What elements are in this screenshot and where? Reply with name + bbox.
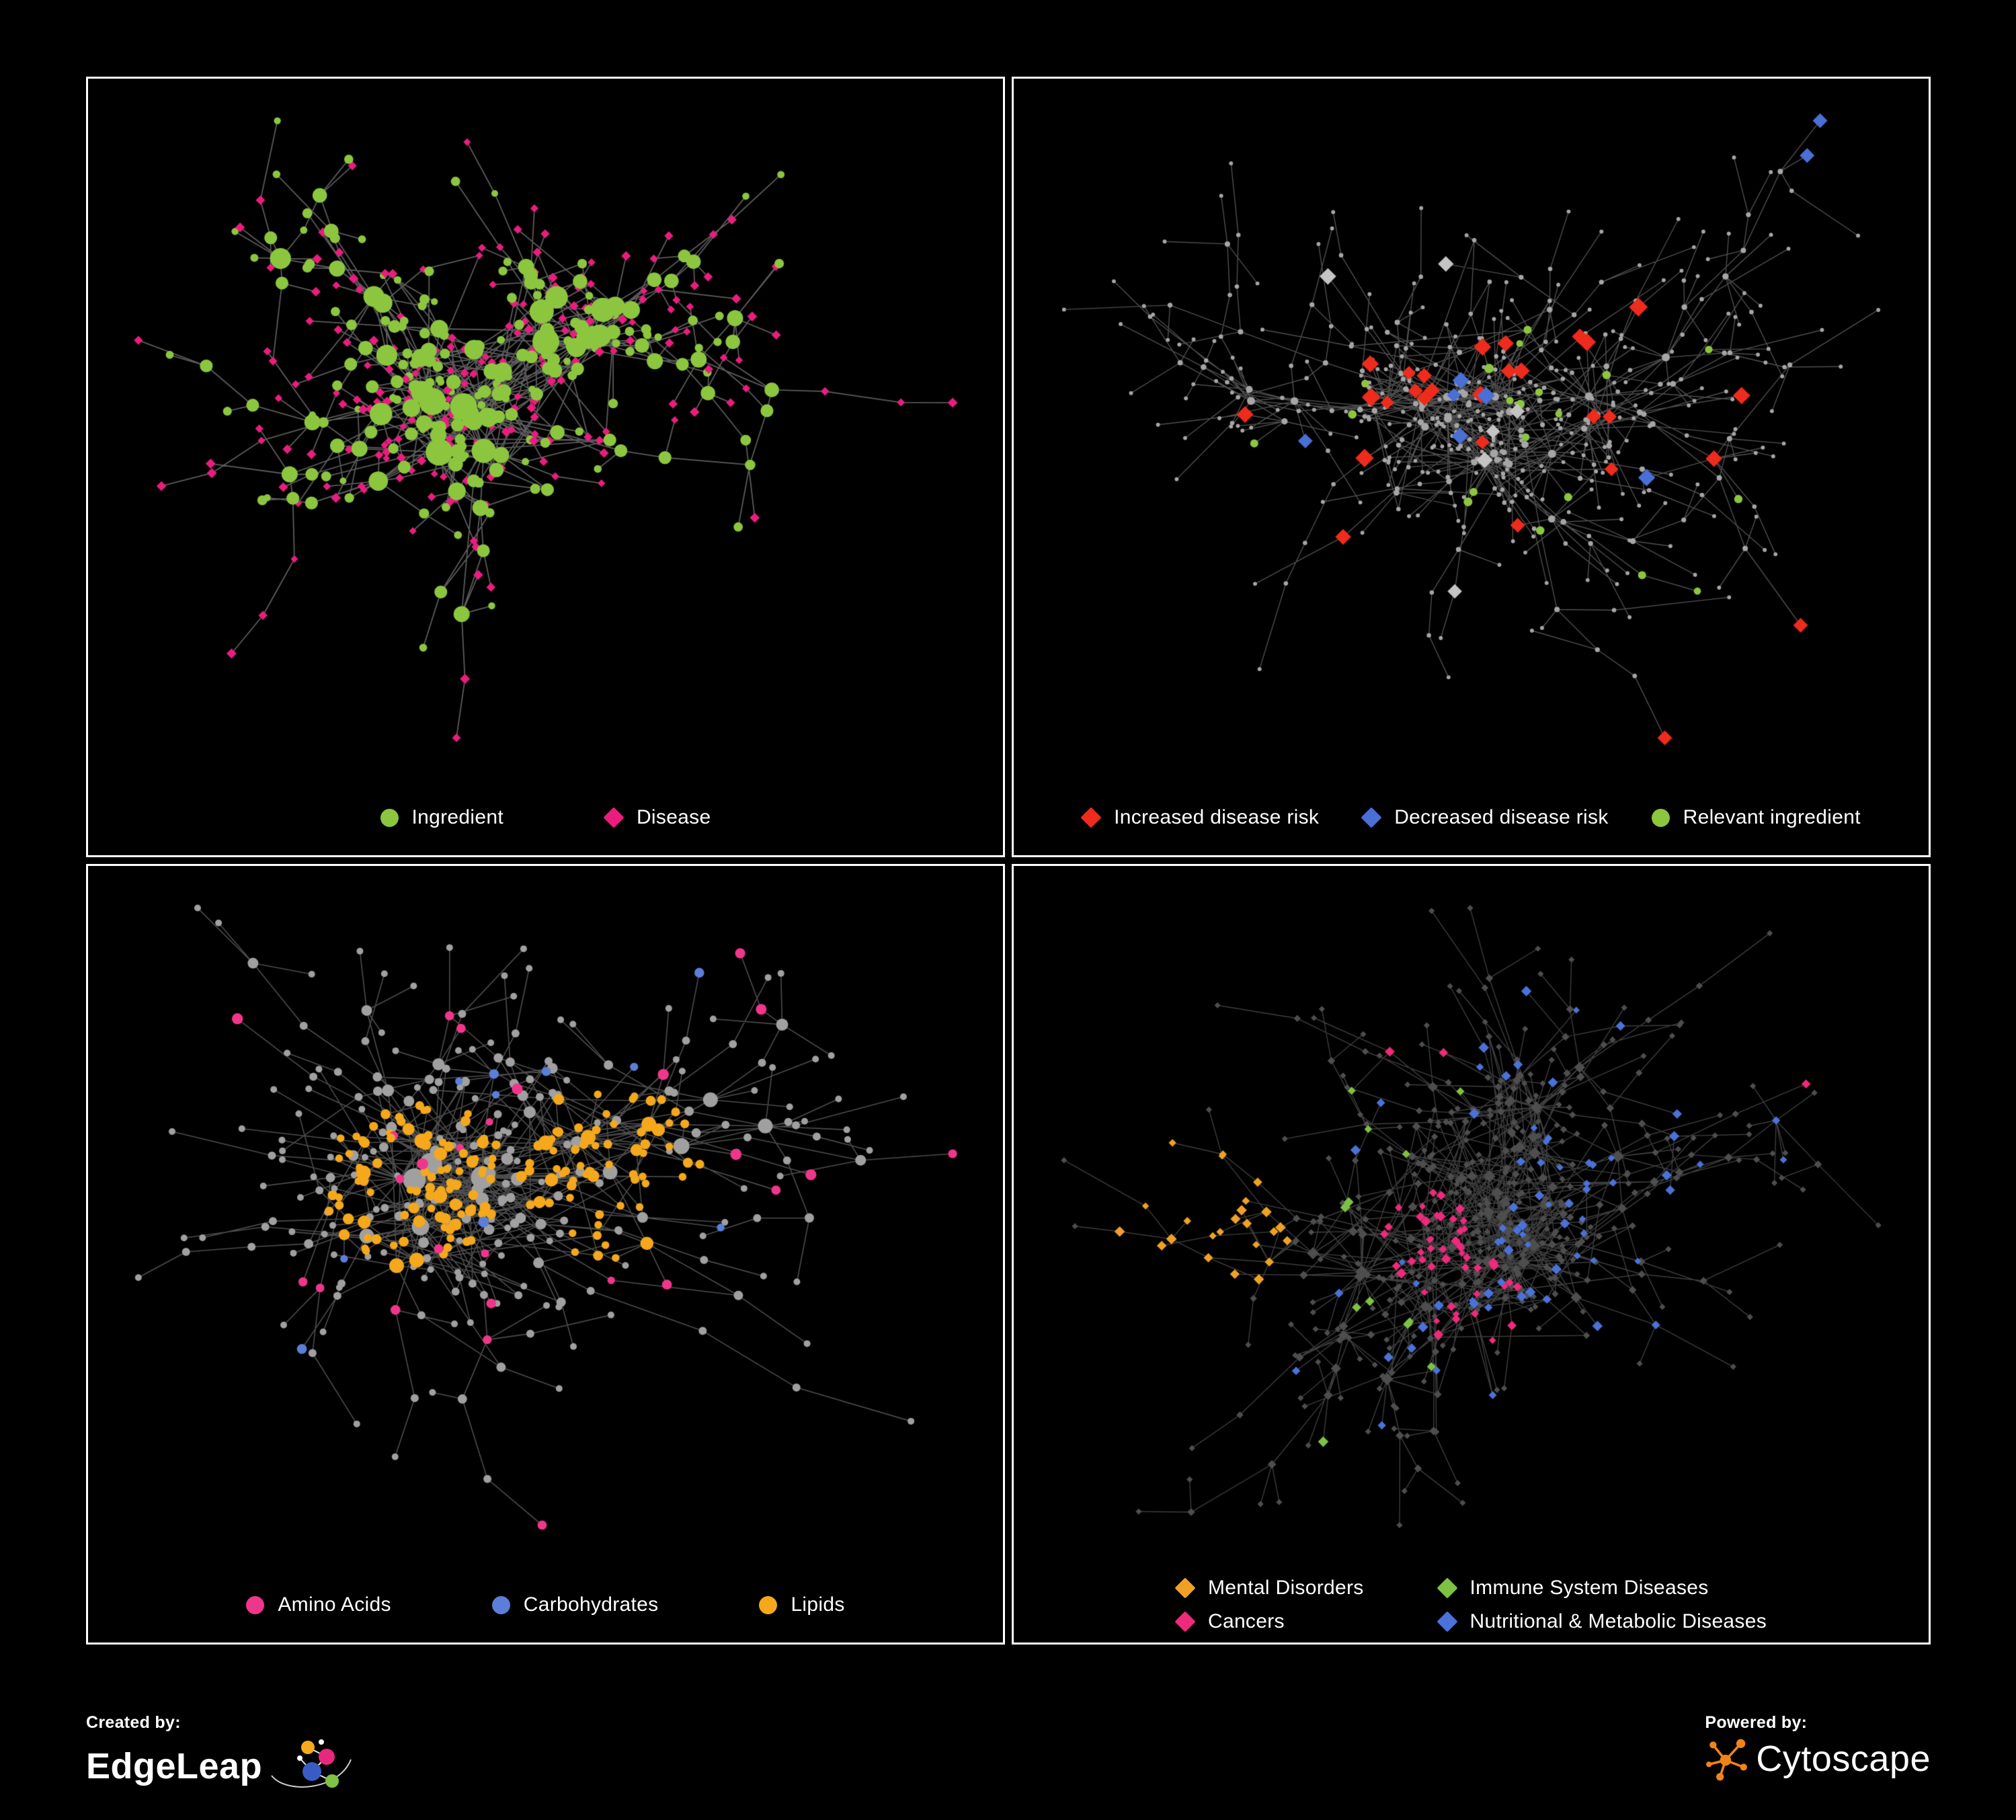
- network-graph-disease-categories: [1014, 866, 1929, 1567]
- cytoscape-logo-text: Cytoscape: [1756, 1739, 1931, 1779]
- legend-disease-risk: Increased disease risk Decreased disease…: [1014, 780, 1929, 855]
- cancers-marker-icon: [1174, 1611, 1196, 1632]
- created-by-block: Created by: EdgeLeap: [86, 1713, 355, 1796]
- panel-disease-risk: Increased disease risk Decreased disease…: [1012, 77, 1931, 857]
- mental-disorders-marker-icon: [1174, 1577, 1196, 1599]
- relevant-ingredient-marker-icon: [1651, 808, 1670, 827]
- ingredient-marker-icon: [380, 808, 399, 827]
- legend-item-amino-acids: Amino Acids: [246, 1593, 391, 1616]
- decreased-risk-marker-icon: [1361, 807, 1382, 828]
- legend-item-lipids: Lipids: [759, 1593, 844, 1616]
- edgeleap-logo-icon: [271, 1739, 352, 1788]
- legend-label-lipids: Lipids: [791, 1593, 845, 1616]
- legend-item-ingredient: Ingredient: [380, 806, 503, 829]
- edgeleap-logo-text: EdgeLeap: [86, 1746, 263, 1786]
- powered-by-caption: Powered by:: [1705, 1713, 1808, 1732]
- lipids-marker-icon: [759, 1595, 778, 1614]
- legend-item-relevant-ingredient: Relevant ingredient: [1651, 806, 1861, 829]
- legend-label-mental-disorders: Mental Disorders: [1208, 1577, 1364, 1599]
- disease-marker-icon: [603, 807, 624, 828]
- legend-label-amino-acids: Amino Acids: [278, 1593, 391, 1616]
- edgeleap-logo: EdgeLeap: [86, 1737, 355, 1796]
- legend-label-cancers: Cancers: [1208, 1610, 1285, 1632]
- legend-label-relevant-ingredient: Relevant ingredient: [1683, 806, 1861, 828]
- legend-item-mental-disorders: Mental Disorders: [1174, 1577, 1364, 1599]
- legend-item-nutritional-metabolic-diseases: Nutritional & Metabolic Diseases: [1436, 1610, 1767, 1633]
- carbohydrates-marker-icon: [491, 1595, 510, 1614]
- amino-acids-marker-icon: [246, 1595, 265, 1614]
- legend-label-immune-system-diseases: Immune System Diseases: [1469, 1577, 1709, 1599]
- panel-ingredient-disease: Ingredient Disease: [86, 77, 1005, 857]
- panel-grid: Ingredient Disease Increased disease ris…: [86, 77, 1931, 1645]
- legend-item-increased-risk: Increased disease risk: [1080, 806, 1320, 829]
- network-graph-disease-risk: [1014, 79, 1929, 780]
- legend-label-carbohydrates: Carbohydrates: [523, 1593, 659, 1616]
- network-graph-macronutrients: [88, 866, 1003, 1567]
- panel-disease-categories: Mental Disorders Immune System Diseases …: [1012, 864, 1931, 1645]
- network-graph-ingredient-disease: [88, 79, 1003, 780]
- immune-system-diseases-marker-icon: [1436, 1577, 1458, 1599]
- panel-macronutrients: Amino Acids Carbohydrates Lipids: [86, 864, 1005, 1645]
- legend-label-nutritional-metabolic-diseases: Nutritional & Metabolic Diseases: [1469, 1610, 1767, 1632]
- legend-item-carbohydrates: Carbohydrates: [491, 1593, 659, 1616]
- cytoscape-logo: Cytoscape: [1705, 1737, 1931, 1781]
- legend-item-cancers: Cancers: [1174, 1610, 1364, 1633]
- cytoscape-logo-icon: [1706, 1739, 1748, 1781]
- legend-label-increased-risk: Increased disease risk: [1114, 806, 1320, 828]
- created-by-caption: Created by:: [86, 1713, 181, 1732]
- legend-ingredient-disease: Ingredient Disease: [88, 780, 1003, 855]
- legend-item-immune-system-diseases: Immune System Diseases: [1436, 1577, 1767, 1599]
- legend-label-ingredient: Ingredient: [411, 806, 503, 828]
- legend-disease-categories: Mental Disorders Immune System Diseases …: [1014, 1567, 1929, 1643]
- footer: Created by: EdgeLeap P: [86, 1713, 1931, 1796]
- legend-item-disease: Disease: [603, 806, 711, 829]
- nutritional-metabolic-diseases-marker-icon: [1436, 1611, 1458, 1632]
- increased-risk-marker-icon: [1080, 807, 1102, 828]
- legend-item-decreased-risk: Decreased disease risk: [1361, 806, 1609, 829]
- legend-macronutrients: Amino Acids Carbohydrates Lipids: [88, 1567, 1003, 1643]
- powered-by-block: Powered by: Cytoscape: [1705, 1713, 1931, 1781]
- legend-label-disease: Disease: [636, 806, 711, 828]
- legend-label-decreased-risk: Decreased disease risk: [1394, 806, 1609, 828]
